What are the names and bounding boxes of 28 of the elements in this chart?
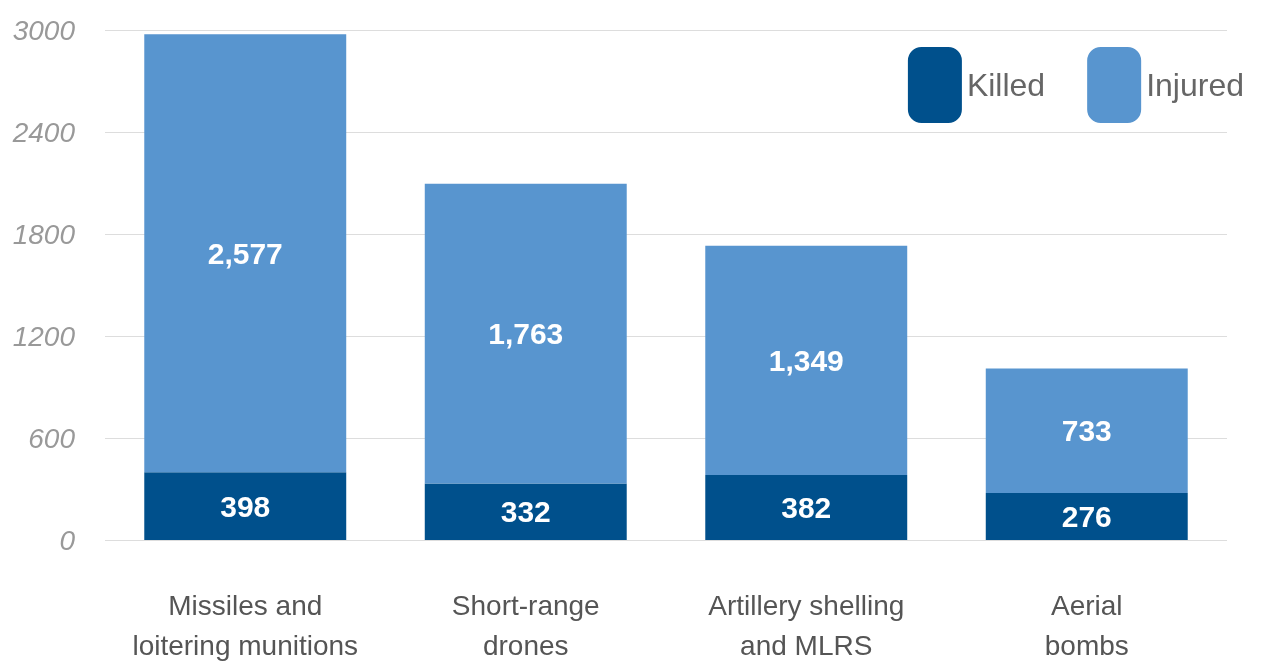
x-tick-label: Short-range drones — [451, 589, 600, 661]
data-label: 382 — [781, 491, 832, 525]
legend-label: Injured — [1146, 67, 1244, 103]
y-tick-label: 1800 — [12, 218, 76, 250]
y-tick-label: 0 — [59, 524, 76, 556]
y-tick-label: 3000 — [12, 14, 76, 46]
bar — [985, 493, 1188, 540]
bar — [424, 483, 627, 540]
x-tick-label: Missiles and loitering munitions — [132, 589, 359, 661]
bar — [144, 472, 347, 540]
bar — [985, 368, 1188, 494]
bar — [705, 245, 908, 476]
data-label: 332 — [500, 495, 551, 529]
data-label: 276 — [1061, 500, 1112, 534]
x-tick-label: Artillery shelling and MLRS — [708, 589, 905, 661]
y-tick-label: 2400 — [11, 116, 76, 148]
y-tick-label: 600 — [28, 422, 76, 454]
data-label: 733 — [1061, 414, 1112, 448]
bar — [705, 475, 908, 540]
data-label: 2,577 — [207, 236, 283, 270]
x-tick-label: Aerial bombs — [1044, 589, 1129, 661]
data-label: 1,763 — [488, 317, 564, 351]
bar — [424, 183, 627, 484]
data-label: 1,349 — [768, 343, 844, 377]
y-tick-label: 1200 — [12, 320, 76, 352]
data-label: 398 — [220, 489, 271, 523]
legend-label: Killed — [966, 67, 1046, 103]
bar — [144, 34, 347, 473]
